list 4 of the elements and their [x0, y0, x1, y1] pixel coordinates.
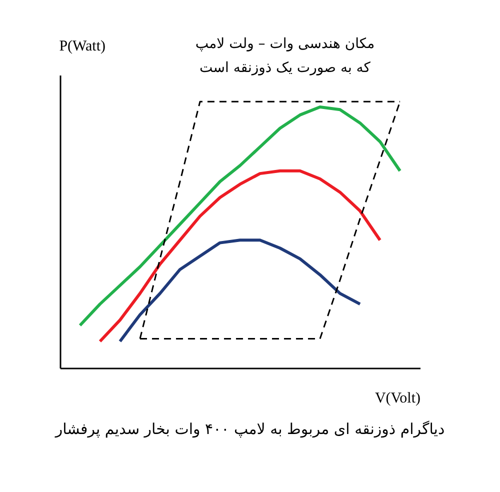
text: دیاگرام ذوزنقه ای مربوط به لامپ ۴۰۰ وات بخار سدیم پرفشار — [54, 420, 446, 438]
y-axis-title: P(Watt) — [59, 38, 106, 54]
text: مکان هندسی وات – ولت لامپ که به صورت یک ذوزنقه است — [195, 36, 375, 76]
x-axis-title: V(Volt) — [374, 390, 420, 406]
